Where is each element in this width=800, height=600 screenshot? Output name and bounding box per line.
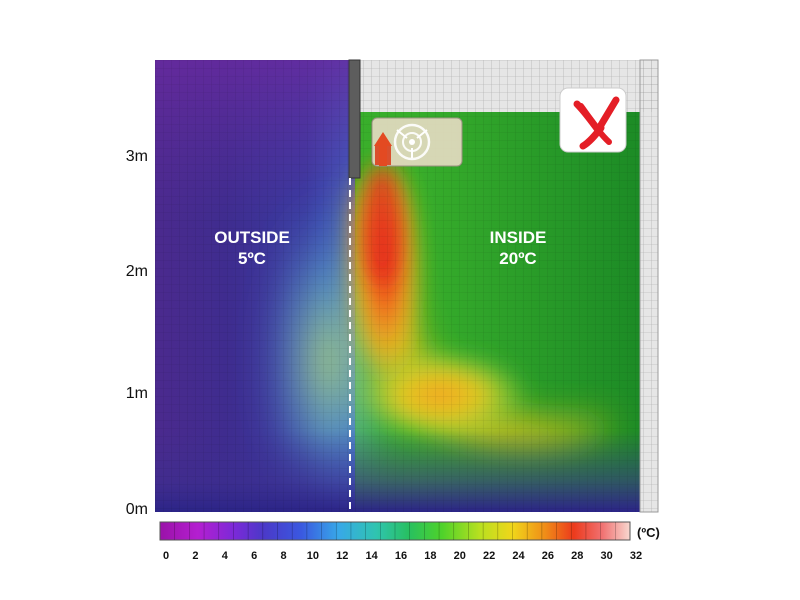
y-tick-label: 1m [126, 385, 148, 402]
colorbar-unit: (ºC) [637, 525, 660, 540]
colorbar-tick-label: 26 [542, 550, 554, 562]
colorbar-tick-label: 32 [630, 550, 642, 562]
colorbar-tick-label: 2 [192, 550, 198, 562]
colorbar-tick-label: 12 [336, 550, 348, 562]
outside-label: OUTSIDE [214, 228, 290, 247]
colorbar: 0 2 4 6 8 10 12 14 16 18 20 22 24 26 28 30 32 (ºC) [159, 521, 660, 562]
colorbar-tick-label: 14 [366, 550, 379, 562]
status-mark [559, 87, 627, 153]
colorbar-tick-label: 16 [395, 550, 407, 562]
y-tick-label: 0m [126, 501, 148, 518]
outside-temperature: 5ºC [238, 249, 266, 268]
airflow-arrow-icon [374, 132, 392, 166]
colorbar-tick-label: 4 [222, 550, 229, 562]
inside-temperature: 20ºC [499, 249, 536, 268]
inside-label: INSIDE [490, 228, 547, 247]
colorbar-tick-label: 0 [163, 550, 169, 562]
colorbar-tick-label: 20 [454, 550, 466, 562]
colorbar-tick-label: 22 [483, 550, 495, 562]
colorbar-tick-label: 28 [571, 550, 583, 562]
colorbar-tick-label: 18 [424, 550, 436, 562]
y-tick-label: 3m [126, 148, 148, 165]
colorbar-tick-label: 8 [280, 550, 286, 562]
air-curtain-unit [371, 117, 463, 167]
colorbar-tick-label: 10 [307, 550, 319, 562]
colorbar-tick-label: 30 [601, 550, 613, 562]
y-axis: 3m 2m 1m 0m [126, 148, 148, 518]
y-tick-label: 2m [126, 263, 148, 280]
colorbar-tick-label: 6 [251, 550, 257, 562]
colorbar-tick-label: 24 [512, 550, 525, 562]
